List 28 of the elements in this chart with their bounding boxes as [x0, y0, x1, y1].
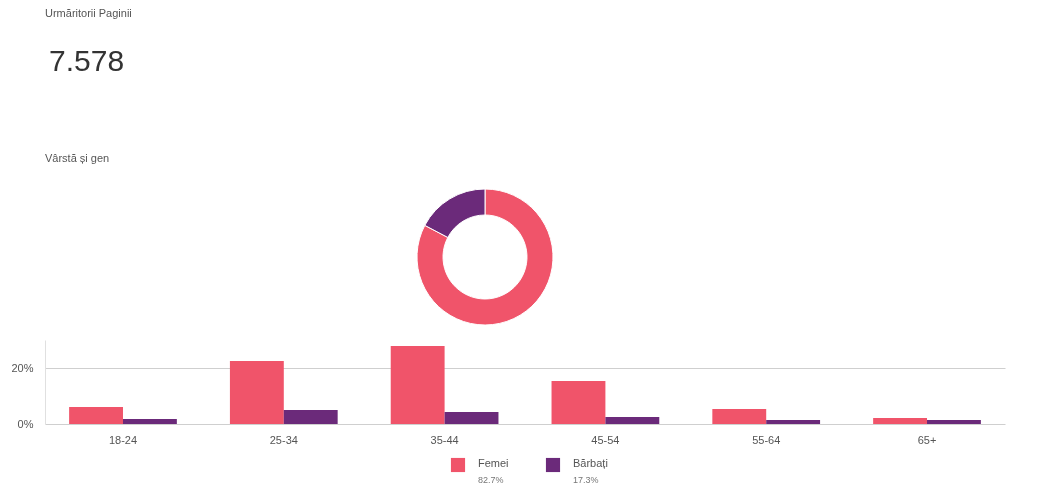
text: Vârstă și gen [45, 152, 110, 164]
bar [927, 420, 981, 424]
data-label: 17.3% [573, 475, 599, 485]
bar [712, 408, 767, 424]
bar [766, 420, 821, 424]
bar [605, 417, 660, 424]
bar [551, 380, 606, 424]
text: Urmăritorii Paginii [45, 7, 132, 19]
x-tick-label: 65+ [917, 433, 937, 446]
x-tick-label: 35-44 [430, 433, 459, 446]
y-tick-label: 20% [11, 361, 34, 374]
text: 7.578 [49, 44, 125, 77]
legend-label: Femei [478, 457, 509, 469]
bar [122, 418, 177, 424]
bar [444, 411, 499, 424]
legend-label: Bărbați [573, 457, 608, 469]
donut-slice [416, 188, 554, 326]
x-tick-label: 45-54 [591, 433, 620, 446]
bar [69, 406, 123, 424]
y-tick-label: 0% [17, 417, 34, 430]
x-tick-label: 25-34 [269, 433, 298, 446]
data-label: 82.7% [478, 475, 504, 485]
bar [390, 345, 445, 424]
bar [873, 418, 928, 424]
bar [283, 410, 338, 424]
x-tick-label: 55-64 [752, 433, 781, 446]
x-tick-label: 18-24 [108, 433, 138, 446]
bar [229, 361, 284, 424]
